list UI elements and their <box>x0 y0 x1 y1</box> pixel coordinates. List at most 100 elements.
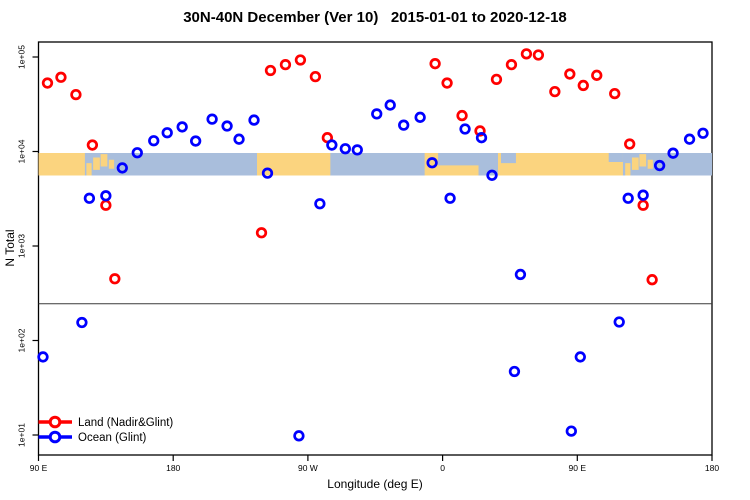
x-axis-title: Longitude (deg E) <box>327 477 423 491</box>
map-band-land <box>100 154 108 167</box>
map-band-sea <box>438 153 479 166</box>
chart-title: 30N-40N December (Ver 10) 2015-01-01 to … <box>183 9 567 26</box>
ocean-point <box>339 143 351 155</box>
ocean-point <box>148 135 160 147</box>
ocean-point <box>116 162 128 174</box>
land-point <box>264 64 277 77</box>
ocean-point <box>565 425 577 437</box>
land-point <box>577 79 589 92</box>
ocean-point <box>398 119 410 131</box>
x-tick-label: 180 <box>166 463 180 473</box>
land-point <box>549 85 561 98</box>
land-point <box>55 71 67 83</box>
ocean-point <box>206 113 218 125</box>
x-tick-label: 90 W <box>298 463 318 473</box>
y-tick-label: 1e+02 <box>17 328 27 352</box>
ocean-point <box>293 430 305 442</box>
ocean-point <box>414 111 426 123</box>
ocean-point <box>426 157 438 169</box>
ocean-point <box>475 132 488 144</box>
y-axis-title: N Total <box>3 229 17 267</box>
land-point <box>505 58 518 71</box>
land-point <box>532 49 545 61</box>
ocean-point <box>444 192 456 204</box>
legend-label: Ocean (Glint) <box>78 432 147 444</box>
map-band-land <box>647 159 653 169</box>
ocean-point <box>371 108 383 120</box>
land-point <box>309 70 322 83</box>
ocean-point <box>233 133 245 145</box>
map-band-land <box>257 153 331 176</box>
y-tick-label: 1e+01 <box>17 423 27 447</box>
ocean-point <box>189 135 202 147</box>
ocean-point <box>131 147 143 159</box>
land-point <box>637 199 649 211</box>
ocean-point <box>384 99 396 111</box>
land-point <box>441 77 453 89</box>
land-point <box>70 88 82 101</box>
map-band-sea <box>500 153 516 164</box>
land-point <box>609 87 621 100</box>
map-band-land <box>38 153 85 176</box>
x-tick-label: 90 E <box>30 463 48 473</box>
land-point <box>255 227 268 239</box>
y-tick-label: 1e+03 <box>17 234 27 258</box>
ocean-point <box>351 144 363 156</box>
land-point <box>624 138 636 150</box>
ocean-point <box>326 139 338 151</box>
ocean-point <box>574 351 586 363</box>
plot-box <box>37 41 713 456</box>
ocean-point <box>637 189 649 201</box>
ocean-point <box>83 192 96 204</box>
map-band-land <box>93 157 100 170</box>
land-point <box>429 58 441 70</box>
x-tick-label: 90 E <box>569 463 587 473</box>
ocean-point <box>76 316 88 329</box>
ocean-point <box>514 268 527 281</box>
map-band-land <box>625 163 631 176</box>
map-band-land <box>631 157 639 170</box>
land-point <box>86 139 99 151</box>
legend-marker <box>48 415 62 429</box>
ocean-point <box>697 127 709 139</box>
ocean-point <box>314 198 326 210</box>
land-point <box>591 69 603 81</box>
ocean-point <box>37 351 49 363</box>
map-band-land <box>639 154 647 167</box>
land-point <box>564 68 576 80</box>
legend-marker <box>48 430 62 444</box>
ocean-point <box>161 127 173 139</box>
y-tick-label: 1e+05 <box>17 45 27 69</box>
land-point <box>646 274 658 286</box>
ocean-point <box>261 167 274 179</box>
map-band-land <box>497 153 623 176</box>
ocean-point <box>683 133 696 145</box>
x-tick-label: 180 <box>705 463 719 473</box>
ocean-point <box>176 121 188 133</box>
map-band-sea <box>608 153 623 162</box>
land-point <box>456 109 468 122</box>
land-point <box>490 73 503 86</box>
land-point <box>109 273 121 285</box>
land-point <box>41 77 54 89</box>
map-band-land <box>108 159 115 169</box>
land-point <box>294 54 307 66</box>
land-point <box>520 48 533 60</box>
map-band-land <box>86 163 92 176</box>
ocean-point <box>248 114 260 126</box>
land-point <box>279 58 292 71</box>
ocean-point <box>100 190 112 202</box>
ocean-point <box>622 192 634 204</box>
ocean-point <box>653 159 666 172</box>
y-tick-label: 1e+04 <box>17 139 27 163</box>
ocean-point <box>667 147 679 159</box>
x-tick-label: 0 <box>440 463 445 473</box>
ocean-point <box>221 120 233 132</box>
ocean-point <box>486 169 498 181</box>
ocean-point <box>459 123 471 135</box>
ocean-point <box>613 316 625 328</box>
land-point <box>474 125 486 137</box>
ocean-point <box>508 365 521 378</box>
